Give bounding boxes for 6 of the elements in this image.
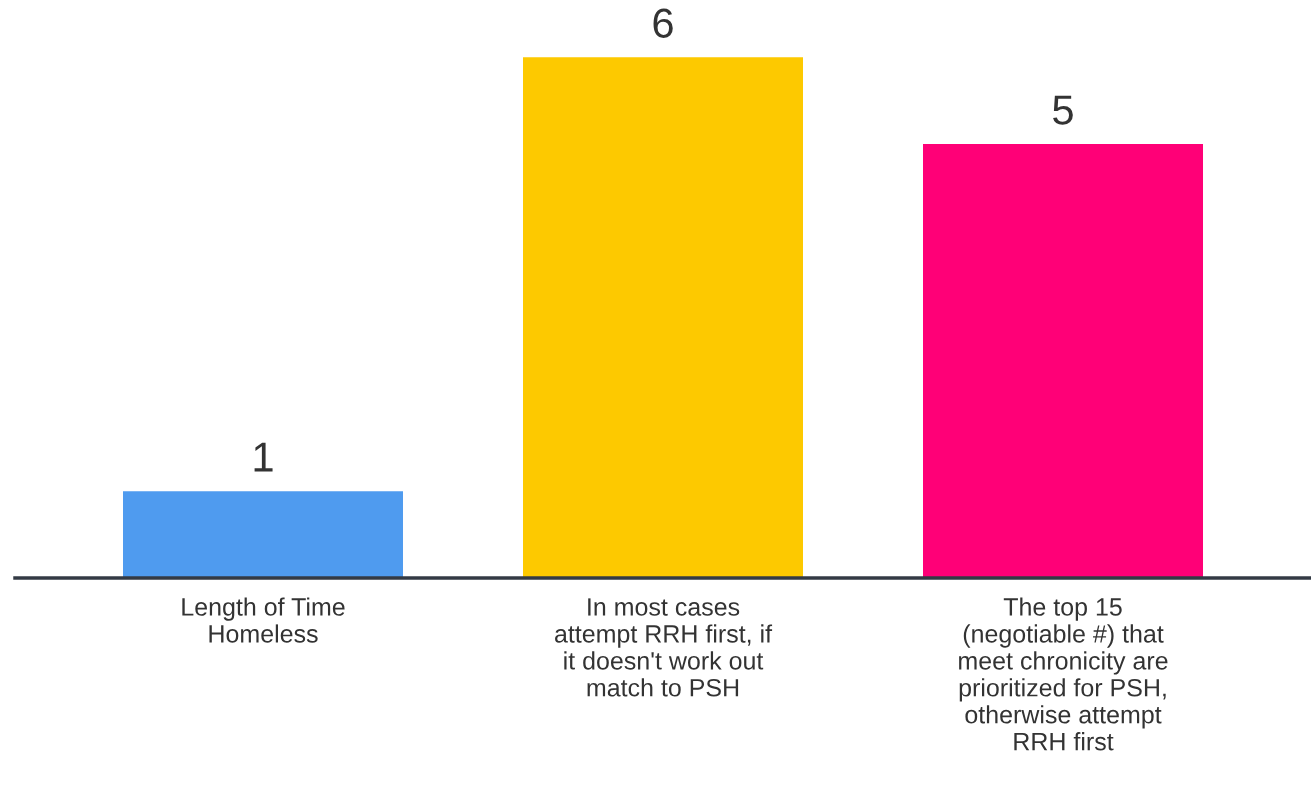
x-tick-label: In most cases attempt RRH first, if it doesn't work out match to PSH: [555, 598, 773, 697]
x-tick-label: The top 15 (negotiable #) that meet chronicity are prioritized for PSH, otherwise attempt RRH first: [959, 597, 1168, 751]
data-label: 1: [254, 442, 273, 472]
x-tick-label: Length of Time Homeless: [182, 597, 345, 643]
data-label: 6: [653, 8, 673, 38]
data-label: 5: [1053, 95, 1073, 125]
